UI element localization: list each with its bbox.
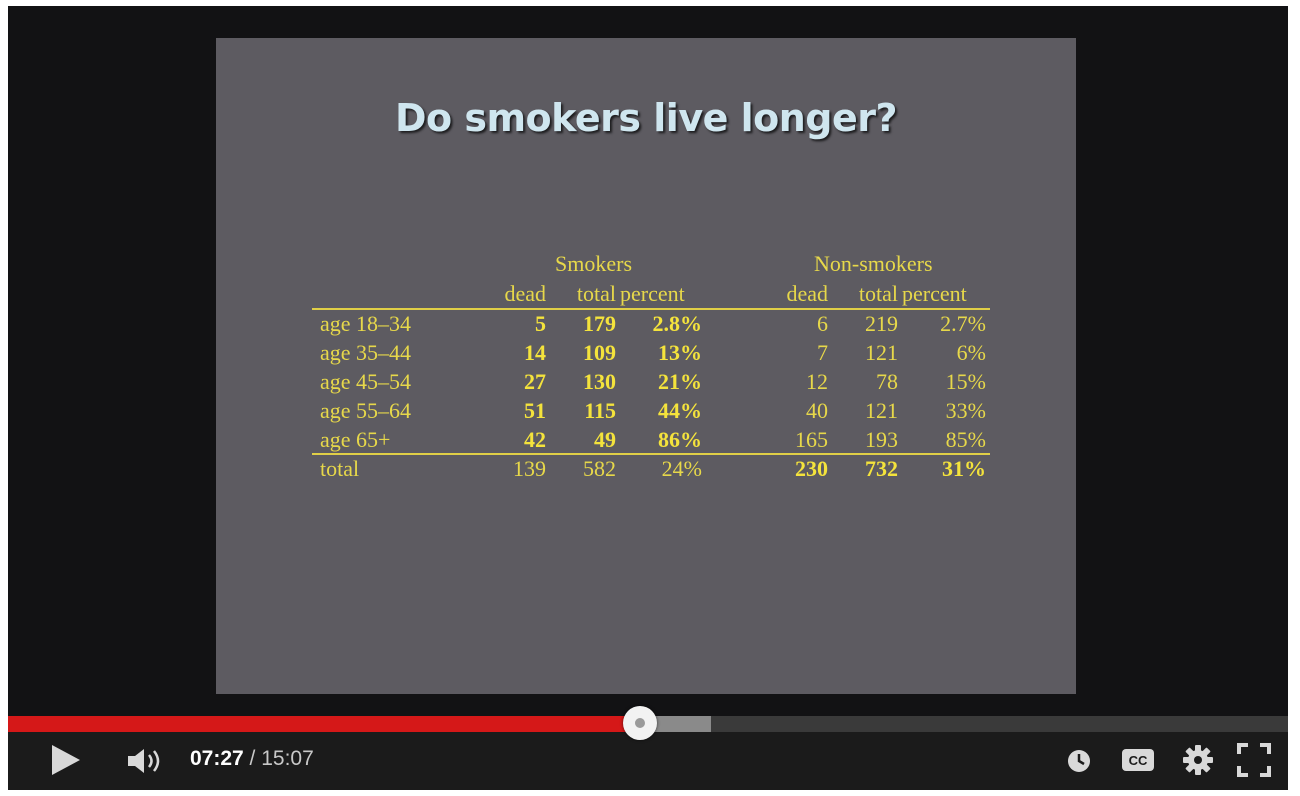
col-header-nonsmokers-percent: percent [902,281,967,306]
row-label: age 35–44 [320,340,412,365]
fullscreen-icon [1237,743,1271,777]
table-cell: 86% [658,427,702,452]
group-header-nonsmokers: Non-smokers [814,251,933,276]
table-cell: 219 [865,311,898,336]
table-cell: 121 [865,340,898,365]
progress-played [8,716,641,732]
table-cell: 2.7% [940,311,986,336]
table-cell: 31% [942,456,986,481]
group-header-smokers: Smokers [555,251,632,276]
col-header-smokers-total: total [576,281,616,306]
watch-later-icon [1068,750,1090,772]
table-cell: 165 [795,427,828,452]
col-header-smokers-percent: percent [620,281,685,306]
video-frame[interactable]: Do smokers live longer? Smokers Non-smok… [8,6,1288,716]
table-cell: 13% [658,340,702,365]
table-cell: 44% [658,398,702,423]
settings-gear-icon [1183,745,1213,775]
table-cell: 15% [945,369,986,394]
table-cell: 21% [658,369,702,394]
table-cell: 7 [817,340,828,365]
settings-button[interactable] [1180,742,1216,778]
table-cell: 121 [865,398,898,423]
captions-button[interactable]: CC [1120,746,1156,774]
progress-scrubber-handle[interactable] [623,706,658,740]
time-display: 07:27 / 15:07 [190,747,314,771]
table-cell: 85% [945,427,986,452]
table-cell: 78 [876,369,898,394]
volume-button[interactable] [126,746,166,776]
table-cell: 12 [806,369,828,394]
col-header-nonsmokers-total: total [858,281,898,306]
table-cell: 115 [584,398,616,423]
table-cell: 49 [594,427,616,452]
watch-later-button[interactable] [1066,748,1092,774]
play-icon [52,745,80,775]
col-header-nonsmokers-dead: dead [786,281,828,306]
table-cell: 33% [945,398,986,423]
table-cell: 179 [583,311,616,336]
table-cell: 40 [806,398,828,423]
fullscreen-button[interactable] [1236,742,1272,778]
table-cell: 27 [524,369,546,394]
presentation-slide: Do smokers live longer? Smokers Non-smok… [216,38,1076,694]
row-label: age 18–34 [320,311,412,336]
time-separator: / [243,747,262,770]
table-cell: 582 [583,456,616,481]
total-label: total [320,456,360,481]
table-cell: 230 [795,456,828,481]
table-cell: 130 [583,369,616,394]
captions-icon: CC [1122,749,1154,771]
table-cell: 42 [524,427,546,452]
video-player[interactable]: Do smokers live longer? Smokers Non-smok… [8,6,1288,790]
total-rule [312,453,990,455]
table-cell: 6% [956,340,986,365]
table-cell: 139 [513,456,546,481]
row-label: age 65+ [320,427,391,452]
col-header-smokers-dead: dead [504,281,546,306]
captions-label: CC [1129,753,1148,768]
table-cell: 732 [865,456,898,481]
play-button[interactable] [46,742,86,778]
smoking-data-table: Smokers Non-smokers dead total percent d… [216,38,1076,694]
row-label: age 45–54 [320,369,412,394]
current-time: 07:27 [190,747,244,770]
volume-icon [128,749,160,773]
header-rule [312,308,990,310]
row-label: age 55–64 [320,398,412,423]
table-cell: 5 [535,311,546,336]
duration: 15:07 [261,747,314,770]
table-cell: 193 [865,427,898,452]
table-cell: 109 [583,340,616,365]
table-cell: 14 [524,340,546,365]
table-cell: 24% [661,456,702,481]
table-cell: 51 [524,398,546,423]
table-cell: 6 [817,311,828,336]
slide-title: Do smokers live longer? [394,96,898,140]
table-cell: 2.8% [652,311,703,336]
